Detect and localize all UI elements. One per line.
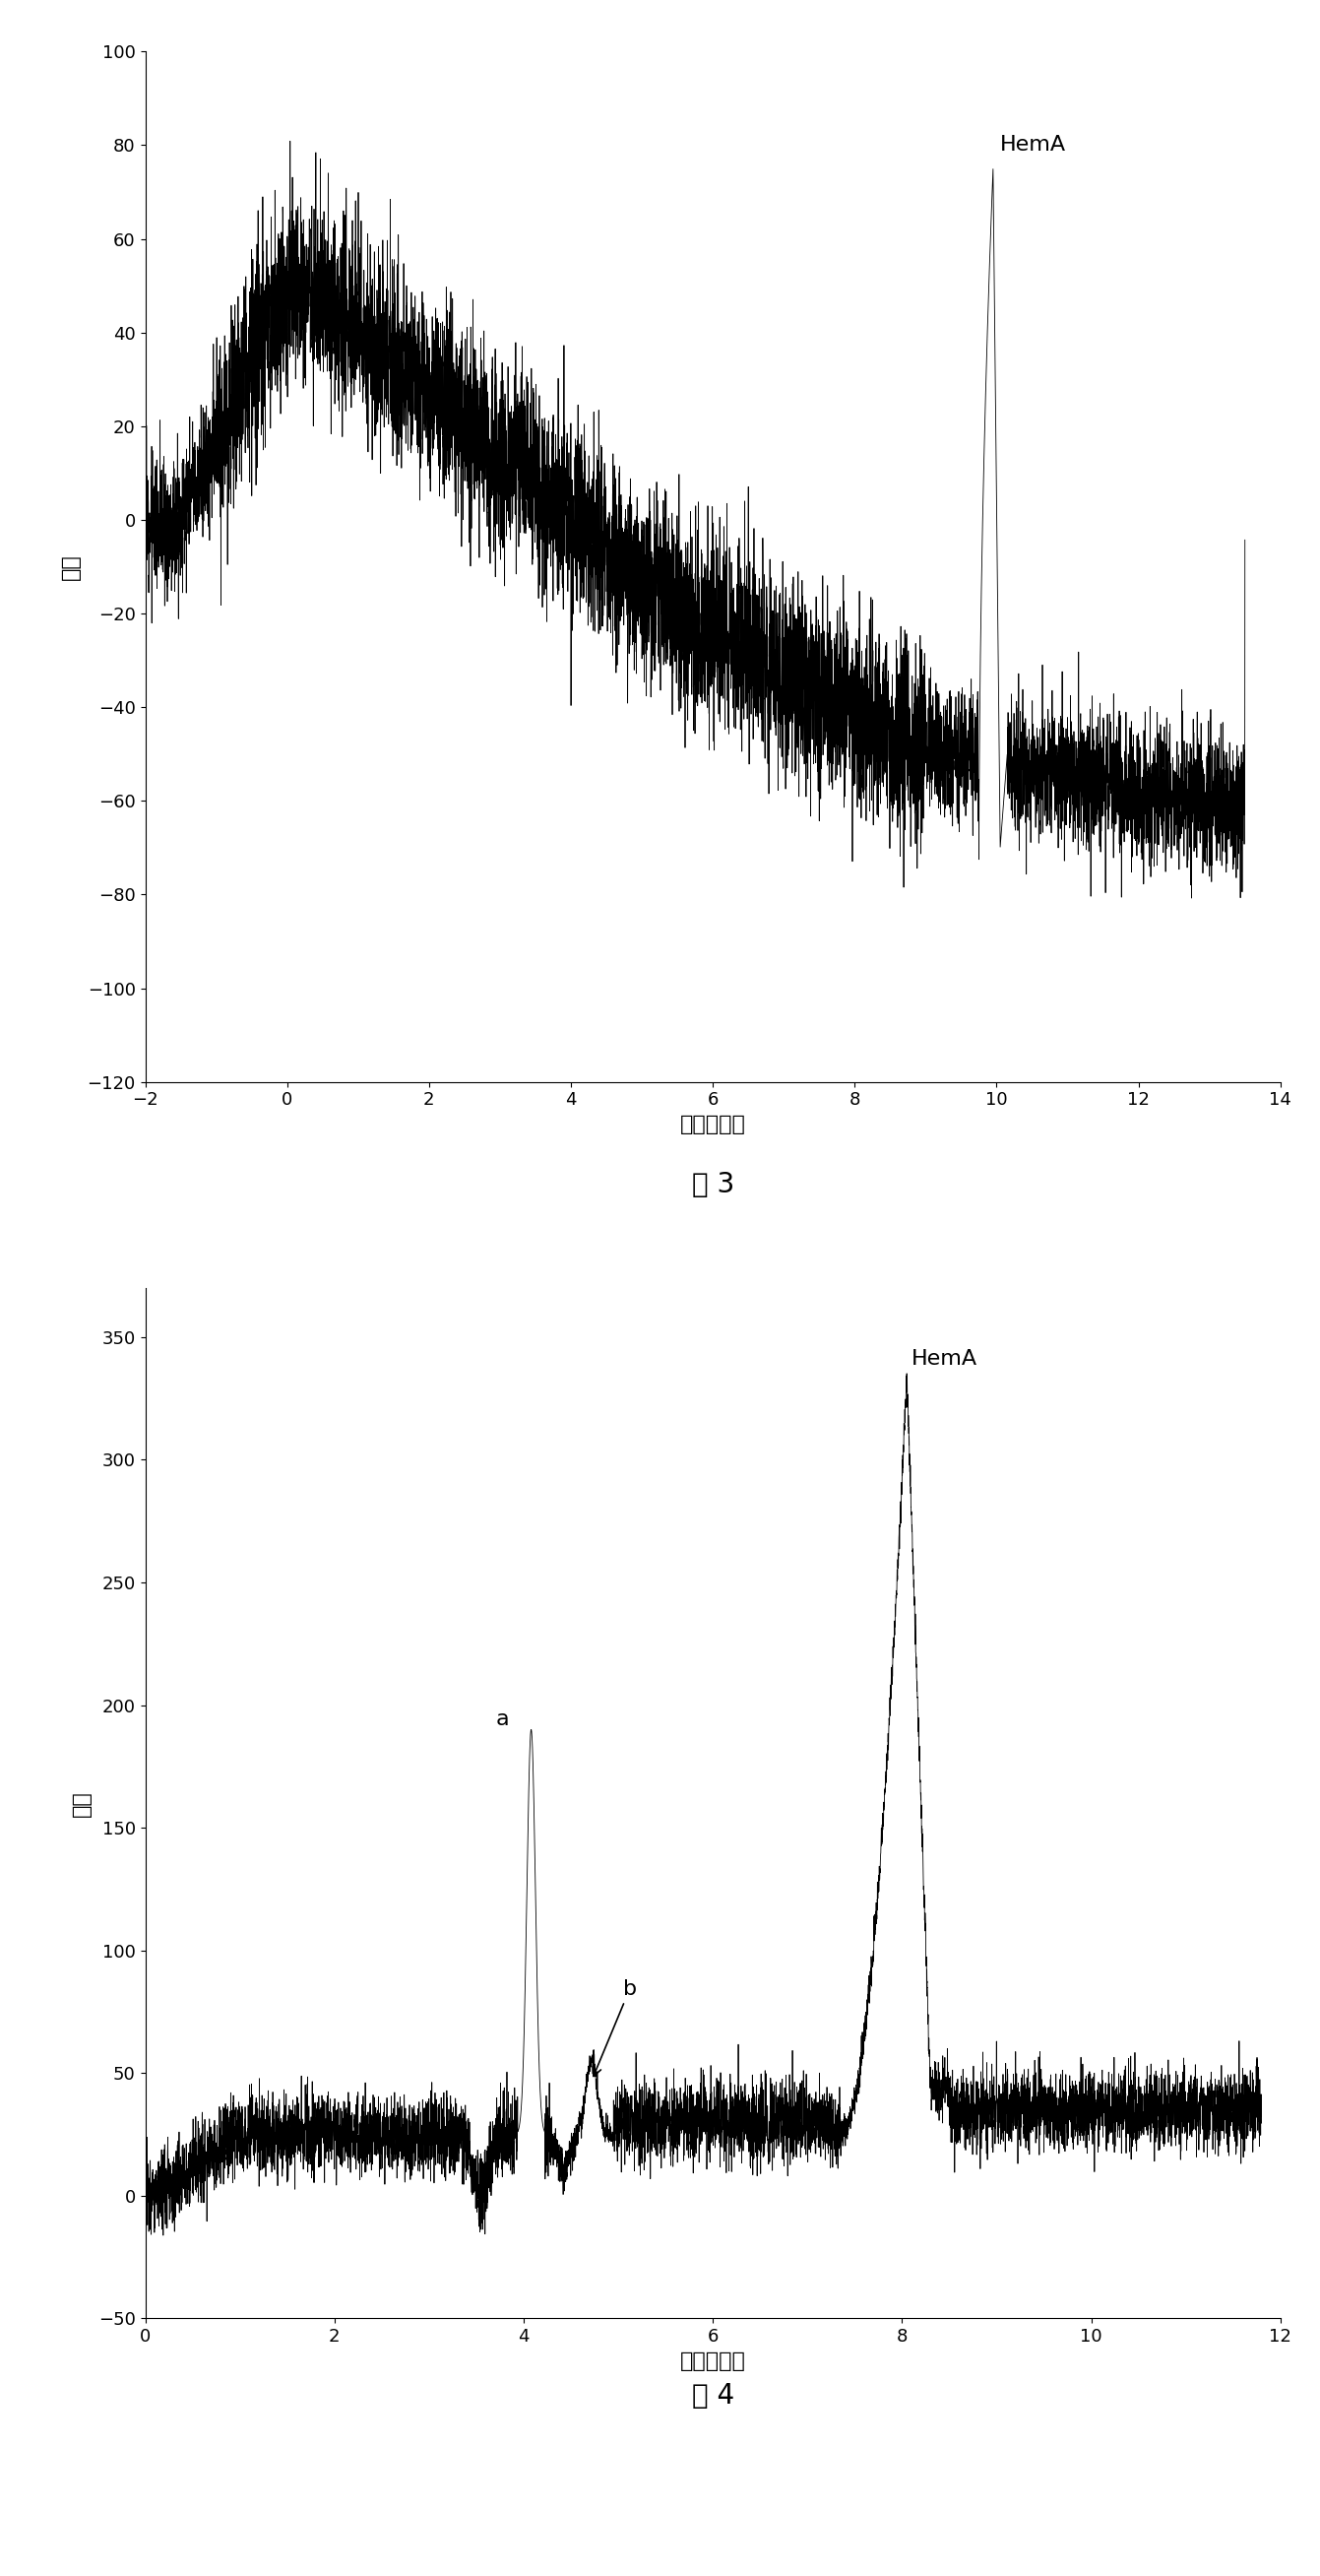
Text: a: a bbox=[496, 1710, 510, 1728]
X-axis label: 时间（分）: 时间（分） bbox=[680, 1115, 746, 1133]
X-axis label: 时间（分）: 时间（分） bbox=[680, 2352, 746, 2370]
Text: 图 4: 图 4 bbox=[692, 2383, 734, 2409]
Y-axis label: 强度: 强度 bbox=[61, 554, 81, 580]
Text: 图 3: 图 3 bbox=[692, 1172, 734, 1198]
Text: HemA: HemA bbox=[911, 1350, 978, 1368]
Text: HemA: HemA bbox=[1001, 134, 1067, 155]
Text: b: b bbox=[593, 1978, 636, 2076]
Y-axis label: 强度: 强度 bbox=[71, 1790, 91, 1816]
